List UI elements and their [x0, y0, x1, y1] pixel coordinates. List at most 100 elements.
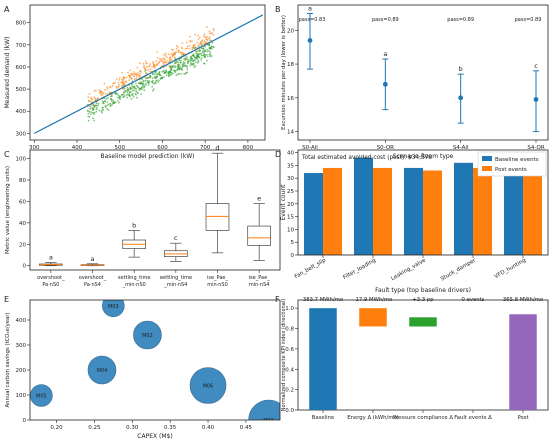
point — [154, 76, 156, 78]
point — [194, 59, 196, 61]
x-tick-label: 700 — [200, 145, 211, 151]
y-axis-label: Metric value (engineering units) — [5, 166, 11, 254]
point — [161, 70, 164, 73]
point — [212, 46, 215, 48]
point — [93, 111, 96, 114]
point — [95, 104, 98, 107]
y-tick-label: 400 — [16, 318, 27, 324]
point — [87, 119, 90, 122]
point — [184, 72, 187, 75]
point — [132, 96, 135, 98]
point — [100, 92, 103, 95]
x-tick-label: 0.25 — [88, 425, 101, 431]
point — [177, 61, 180, 64]
point — [147, 66, 150, 68]
point — [208, 49, 210, 52]
point — [159, 57, 162, 60]
y-tick-label: 35 — [287, 163, 294, 169]
point — [156, 51, 159, 53]
y-tick-label: 700 — [16, 43, 27, 49]
point — [142, 66, 145, 68]
point — [89, 107, 91, 110]
point — [139, 72, 141, 75]
bubble-label: M02 — [142, 333, 153, 339]
point — [96, 107, 98, 109]
point — [136, 72, 139, 74]
point — [168, 60, 171, 63]
x-tick-label: Stuck_damper — [440, 257, 478, 282]
bar — [304, 173, 323, 255]
point — [169, 67, 172, 69]
x-tick-label: 300 — [29, 145, 40, 151]
bar-value-label: 365.8 MWh/mo — [503, 297, 543, 303]
point — [209, 55, 212, 57]
point — [103, 102, 105, 105]
y-tick-label: 0.4 — [285, 367, 294, 373]
point — [212, 33, 215, 36]
point — [141, 86, 143, 89]
point — [91, 98, 94, 100]
pass-label: pass=0.89 — [372, 17, 399, 23]
point — [90, 96, 92, 99]
point — [194, 65, 197, 67]
point — [205, 53, 208, 56]
bar-value-label: 383.7 MWh/mo — [303, 297, 343, 303]
box-group — [80, 263, 105, 267]
point — [168, 56, 171, 59]
point — [158, 61, 161, 64]
point — [162, 53, 165, 56]
point — [175, 44, 178, 47]
point — [210, 55, 213, 57]
point — [126, 86, 129, 89]
bar — [404, 167, 423, 255]
x-tick-label: Filter_loading — [342, 258, 377, 282]
panel-letter: A — [4, 5, 10, 14]
point — [148, 80, 151, 83]
point — [198, 43, 201, 46]
bar — [354, 157, 373, 255]
point — [165, 52, 167, 55]
point — [184, 59, 187, 61]
point — [203, 53, 205, 56]
point — [201, 40, 204, 42]
point — [149, 75, 151, 78]
point — [191, 48, 194, 51]
x-tick-label: Post — [517, 415, 528, 421]
point — [193, 43, 196, 46]
pass-label: pass=0.83 — [299, 17, 326, 23]
point — [97, 104, 99, 107]
point — [202, 47, 205, 49]
point — [186, 68, 189, 71]
point — [138, 74, 141, 77]
x-tick-label: min·nS4 — [249, 282, 270, 288]
point — [132, 87, 135, 89]
x-tick-label: settling_time — [160, 275, 193, 281]
group-letter: d — [215, 144, 219, 152]
point — [122, 76, 125, 79]
point — [146, 79, 149, 82]
point — [115, 85, 118, 88]
x-axis-label: Scenario-Room type — [393, 153, 454, 160]
point — [177, 67, 180, 69]
point — [176, 73, 179, 75]
pass-label: pass=0.89 — [447, 17, 474, 23]
point — [148, 64, 151, 67]
point — [197, 55, 199, 57]
point — [118, 79, 121, 81]
bubble-label: M04 — [97, 368, 108, 374]
point — [151, 85, 154, 88]
point — [107, 97, 109, 99]
point-mean — [458, 95, 464, 101]
point — [188, 47, 191, 50]
legend-label: Post events — [495, 167, 527, 173]
point — [135, 84, 138, 87]
point — [121, 78, 123, 81]
point — [92, 117, 94, 120]
point — [103, 97, 106, 100]
y-tick-label: 300 — [16, 131, 27, 137]
x-tick-label: 500 — [114, 145, 125, 151]
point — [170, 52, 173, 55]
y-tick-label: 0 — [23, 418, 27, 424]
point — [183, 58, 185, 60]
point — [106, 86, 109, 88]
